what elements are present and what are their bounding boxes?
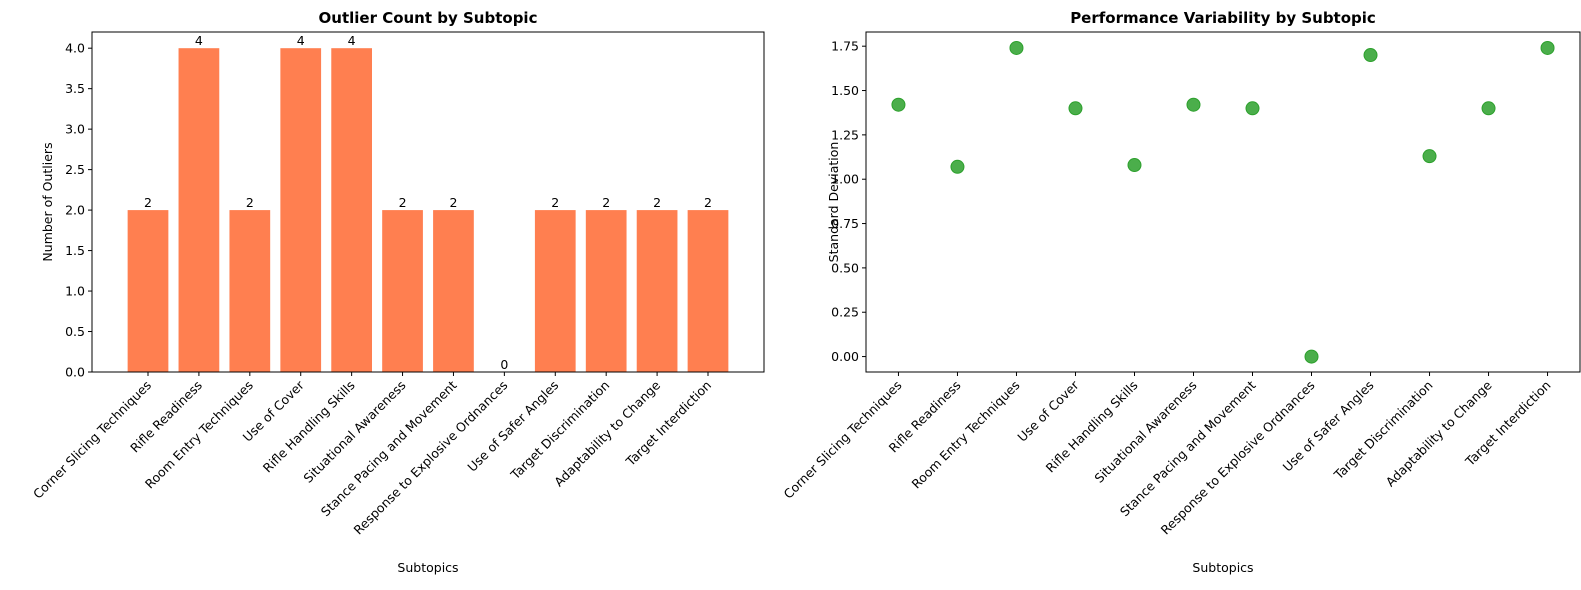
bar-value-label: 2 — [704, 195, 712, 210]
outlier-count-chart: Outlier Count by Subtopic 2 4 2 4 4 2 2 0 2 2 2 2 0.0… — [30, 9, 765, 575]
y-tick-label: 0.50 — [831, 260, 859, 275]
chart-title: Outlier Count by Subtopic — [319, 9, 538, 27]
y-tick-label: 2.5 — [65, 162, 85, 177]
y-tick-label: 1.50 — [831, 83, 859, 98]
bar — [433, 210, 474, 372]
y-tick-label: 0.0 — [65, 365, 85, 380]
bar — [331, 48, 372, 372]
y-tick-label: 0.5 — [65, 324, 85, 339]
scatter-point — [1422, 149, 1437, 164]
x-tick-label: Target Interdiction — [622, 378, 714, 470]
y-tick-label: 0.00 — [831, 349, 859, 364]
scatter-point — [1481, 101, 1496, 116]
bar-value-label: 2 — [551, 195, 559, 210]
scatter-point — [950, 159, 965, 174]
x-tick-label: Target Discrimination — [507, 378, 612, 483]
x-tick-label: Room Entry Techniques — [909, 378, 1023, 492]
x-tick-label: Adaptability to Change — [1383, 377, 1495, 489]
bar — [178, 48, 220, 372]
y-axis-label: Standard Deviation — [826, 142, 841, 263]
scatter-point — [1245, 101, 1260, 116]
bar — [636, 210, 678, 372]
y-tick-label: 3.0 — [65, 122, 85, 137]
y-tick-label: 1.75 — [831, 39, 859, 54]
bar-value-label: 2 — [653, 195, 661, 210]
x-tick-label: Situational Awareness — [300, 378, 408, 486]
bar-value-label: 4 — [348, 33, 356, 48]
bar — [382, 210, 423, 372]
y-tick-label: 1.25 — [831, 127, 859, 142]
bar — [280, 48, 322, 372]
scatter-point — [1186, 97, 1201, 112]
plot-frame — [865, 31, 1581, 373]
variability-chart: Performance Variability by Subtopic 0.00 0… — [780, 9, 1581, 575]
bar-value-label: 0 — [500, 357, 508, 372]
y-axis-label: Number of Outliers — [40, 142, 55, 261]
y-tick-label: 0.25 — [831, 305, 859, 320]
y-tick-label: 2.0 — [65, 203, 85, 218]
y-tick-label: 1.00 — [831, 172, 859, 187]
x-tick-label: Situational Awareness — [1091, 378, 1199, 486]
scatter-point — [1304, 349, 1319, 364]
scatter-point — [1540, 40, 1555, 55]
chart-title: Performance Variability by Subtopic — [1070, 9, 1376, 27]
y-tick-label: 1.0 — [65, 284, 85, 299]
scatter-point — [1363, 48, 1378, 63]
bar-value-label: 2 — [399, 195, 407, 210]
bar-value-label: 2 — [449, 195, 457, 210]
x-tick-label: Corner Slicing Techniques — [780, 378, 904, 502]
bar — [585, 210, 627, 372]
x-axis-label: Subtopics — [1192, 560, 1253, 575]
bar — [534, 210, 576, 372]
x-tick-label: Use of Safer Angles — [464, 378, 561, 475]
y-tick-label: 0.75 — [831, 216, 859, 231]
y-tick-label: 3.5 — [65, 81, 85, 96]
bar — [229, 210, 271, 372]
scatter-point — [1068, 101, 1083, 116]
x-axis-label: Subtopics — [397, 560, 458, 575]
bar-value-label: 4 — [297, 33, 305, 48]
bar — [687, 210, 729, 372]
scatter-point — [1009, 40, 1024, 55]
bar-value-label: 2 — [246, 195, 254, 210]
plot-frame — [91, 31, 765, 373]
y-tick-label: 1.5 — [65, 243, 85, 258]
y-tick-label: 4.0 — [65, 41, 85, 56]
x-tick-label: Target Discrimination — [1330, 378, 1435, 483]
scatter-point — [891, 97, 906, 112]
bar-value-label: 2 — [144, 195, 152, 210]
bar-value-label: 4 — [195, 33, 203, 48]
bar — [127, 210, 169, 372]
bar-value-label: 2 — [602, 195, 610, 210]
x-tick-label: Rifle Handling Skills — [260, 378, 358, 476]
scatter-point — [1127, 158, 1142, 173]
